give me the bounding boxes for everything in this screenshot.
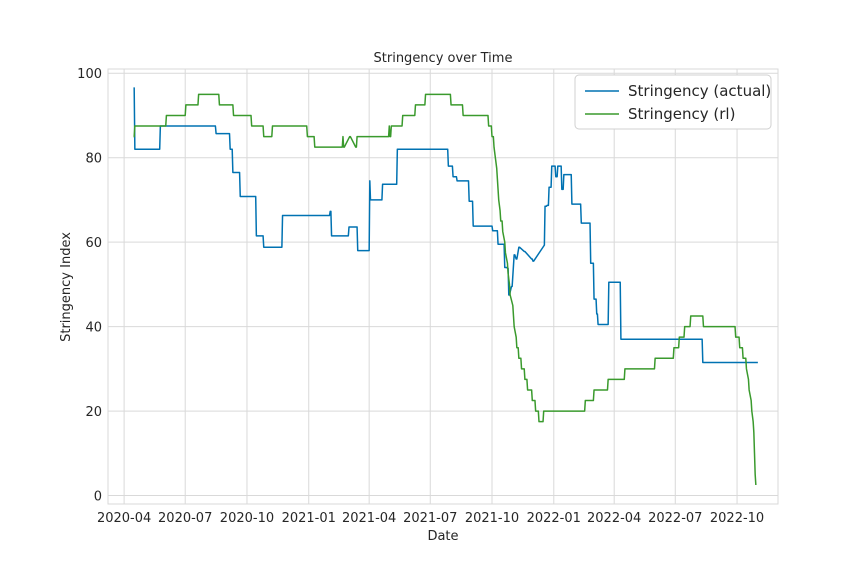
x-tick-label: 2020-10	[220, 511, 274, 526]
x-tick-label: 2022-01	[527, 511, 581, 526]
x-tick-label: 2021-10	[465, 511, 519, 526]
x-tick-label: 2022-07	[648, 511, 702, 526]
y-tick-labels: 0 20 40 60 80 100	[77, 67, 102, 504]
y-tick-label: 0	[94, 490, 102, 505]
x-tick-label: 2021-07	[403, 511, 457, 526]
chart-title: Stringency over Time	[374, 51, 513, 66]
legend: Stringency (actual) Stringency (rl)	[574, 74, 772, 130]
grid	[107, 68, 779, 505]
x-tick-labels: 2020-04 2020-07 2020-10 2021-01 2021-04 2021-…	[97, 511, 764, 526]
x-tick-label: 2020-07	[158, 511, 212, 526]
plot-frame	[107, 68, 779, 505]
series-layer	[133, 87, 758, 486]
legend-label-rl: Stringency (rl)	[628, 105, 735, 123]
y-tick-label: 100	[77, 67, 102, 82]
y-tick-label: 60	[85, 236, 102, 251]
legend-box	[574, 74, 772, 130]
x-tick-label: 2022-10	[710, 511, 764, 526]
y-tick-label: 20	[85, 405, 102, 420]
series-line-rl	[133, 93, 757, 486]
x-tick-label: 2021-01	[282, 511, 336, 526]
x-tick-label: 2021-04	[342, 511, 396, 526]
x-tick-label: 2022-04	[587, 511, 641, 526]
plot-background	[108, 69, 778, 504]
y-tick-label: 40	[85, 321, 102, 336]
y-tick-label: 80	[85, 152, 102, 167]
y-axis-label: Stringency Index	[59, 232, 74, 342]
x-tick-label: 2020-04	[97, 511, 151, 526]
legend-label-actual: Stringency (actual)	[628, 82, 771, 100]
x-axis-label: Date	[427, 529, 458, 544]
